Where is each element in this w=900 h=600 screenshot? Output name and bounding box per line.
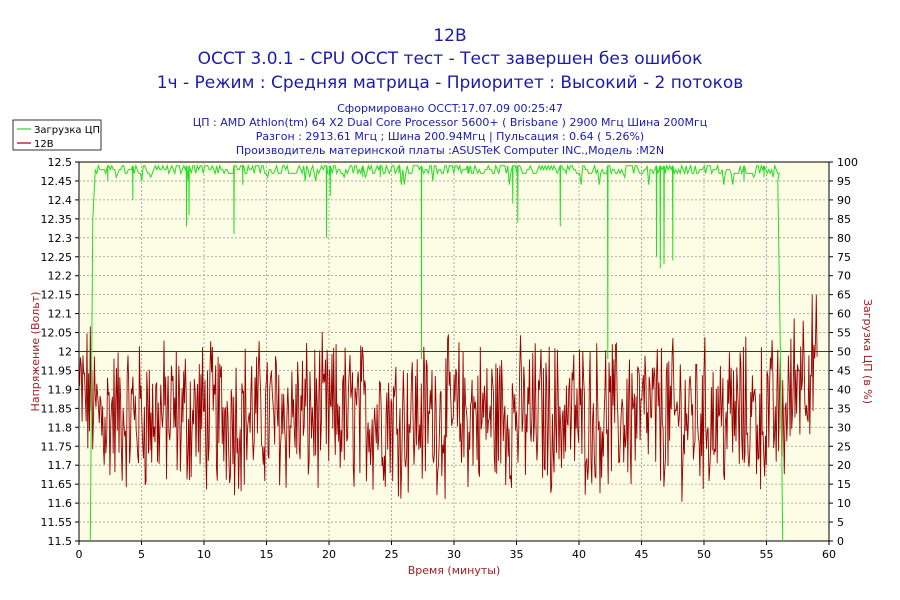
y-right-tick-label: 45 <box>837 364 851 377</box>
y-left-tick-label: 12.1 <box>48 308 73 321</box>
y-right-tick-label: 85 <box>837 213 851 226</box>
y-right-axis-label: Загрузка ЦП (в %) <box>861 299 874 404</box>
info-overclock: Разгон : 2913.61 Мгц ; Шина 200.94Мгц | … <box>255 130 645 143</box>
y-left-tick-label: 12.2 <box>48 270 73 283</box>
info-motherboard: Производитель материнской платы :ASUSTeK… <box>235 144 665 157</box>
y-right-tick-label: 60 <box>837 308 851 321</box>
y-left-tick-label: 12.4 <box>48 194 73 207</box>
chart-subtitle-test: OCCT 3.0.1 - CPU OCCT тест - Тест заверш… <box>197 49 703 69</box>
x-tick-label: 0 <box>76 548 83 561</box>
x-axis-label: Время (минуты) <box>408 564 501 577</box>
y-left-tick-label: 12.5 <box>48 156 73 169</box>
y-right-tick-label: 95 <box>837 175 851 188</box>
x-tick-label: 5 <box>138 548 145 561</box>
y-right-tick-label: 50 <box>837 346 851 359</box>
y-right-tick-label: 30 <box>837 421 851 434</box>
x-tick-label: 40 <box>572 548 586 561</box>
y-left-tick-label: 12.15 <box>41 289 73 302</box>
y-left-tick-label: 11.55 <box>41 516 73 529</box>
y-right-tick-label: 0 <box>837 535 844 548</box>
y-left-tick-label: 11.6 <box>48 497 73 510</box>
x-tick-label: 25 <box>385 548 399 561</box>
info-cpu: ЦП : AMD Athlon(tm) 64 X2 Dual Core Proc… <box>192 116 708 129</box>
y-right-tick-label: 55 <box>837 327 851 340</box>
y-left-tick-label: 11.7 <box>48 459 73 472</box>
info-generated: Сформировано OCCT:17.07.09 00:25:47 <box>337 102 563 115</box>
series-line-12v <box>79 294 818 502</box>
x-tick-label: 30 <box>447 548 461 561</box>
y-left-tick-label: 11.9 <box>48 383 73 396</box>
y-left-axis-label: Напряжение (Вольт) <box>29 292 42 412</box>
legend-label-cpu-load: Загрузка ЦП <box>34 125 100 136</box>
y-left-tick-label: 11.65 <box>41 478 73 491</box>
y-right-tick-label: 10 <box>837 497 851 510</box>
x-tick-label: 45 <box>635 548 649 561</box>
y-right-tick-label: 80 <box>837 232 851 245</box>
y-left-tick-label: 11.8 <box>48 421 73 434</box>
y-right-tick-label: 25 <box>837 440 851 453</box>
y-left-tick-label: 12.3 <box>48 232 73 245</box>
x-tick-label: 50 <box>697 548 711 561</box>
x-tick-label: 15 <box>260 548 274 561</box>
x-tick-label: 55 <box>760 548 774 561</box>
y-right-tick-label: 40 <box>837 383 851 396</box>
y-right-tick-label: 20 <box>837 459 851 472</box>
x-tick-label: 10 <box>197 548 211 561</box>
series-line-cpu-load <box>89 163 784 542</box>
x-tick-label: 20 <box>322 548 336 561</box>
y-left-tick-label: 12.25 <box>41 251 73 264</box>
y-left-tick-label: 12.05 <box>41 327 73 340</box>
y-left-tick-label: 12 <box>58 346 72 359</box>
y-right-tick-label: 90 <box>837 194 851 207</box>
x-tick-label: 60 <box>822 548 836 561</box>
legend-label-12v: 12В <box>34 139 54 150</box>
y-left-tick-label: 11.5 <box>48 535 73 548</box>
y-left-tick-label: 11.75 <box>41 440 73 453</box>
y-right-tick-label: 15 <box>837 478 851 491</box>
y-right-tick-label: 5 <box>837 516 844 529</box>
y-left-tick-label: 12.45 <box>41 175 73 188</box>
y-right-tick-label: 100 <box>837 156 858 169</box>
chart-subtitle-mode: 1ч - Режим : Средняя матрица - Приоритет… <box>156 73 744 93</box>
x-tick-label: 35 <box>510 548 524 561</box>
y-left-tick-label: 11.85 <box>41 402 73 415</box>
y-left-tick-label: 11.95 <box>41 364 73 377</box>
legend-box <box>12 119 102 151</box>
y-right-tick-label: 65 <box>837 289 851 302</box>
y-right-tick-label: 75 <box>837 251 851 264</box>
y-right-tick-label: 35 <box>837 402 851 415</box>
y-right-tick-label: 70 <box>837 270 851 283</box>
chart-title: 12В <box>433 26 467 46</box>
y-left-tick-label: 12.35 <box>41 213 73 226</box>
